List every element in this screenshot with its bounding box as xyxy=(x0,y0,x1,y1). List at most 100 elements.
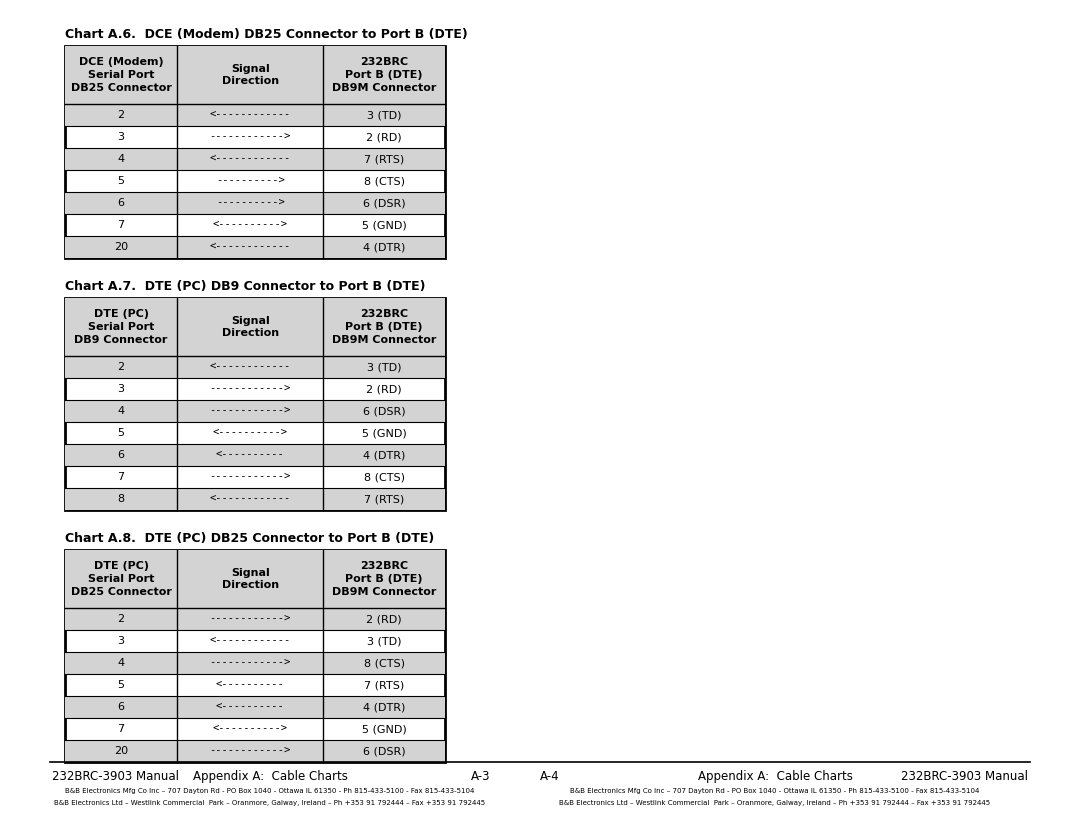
Text: 5 (GND): 5 (GND) xyxy=(362,220,406,230)
Text: 2 (RD): 2 (RD) xyxy=(366,132,402,142)
Bar xyxy=(65,696,445,718)
Text: <---------->: <----------> xyxy=(213,724,287,734)
Text: ---------->: ----------> xyxy=(216,198,285,208)
Text: Chart A.6.  DCE (Modem) DB25 Connector to Port B (DTE): Chart A.6. DCE (Modem) DB25 Connector to… xyxy=(65,28,468,41)
Text: 5: 5 xyxy=(118,428,124,438)
Text: DCE (Modem)
Serial Port
DB25 Connector: DCE (Modem) Serial Port DB25 Connector xyxy=(70,58,172,93)
Text: 7: 7 xyxy=(118,220,124,230)
Text: ------------>: ------------> xyxy=(210,658,291,668)
Text: 7: 7 xyxy=(118,472,124,482)
Text: 7: 7 xyxy=(118,724,124,734)
Text: <---------->: <----------> xyxy=(213,428,287,438)
Text: <---------->: <----------> xyxy=(213,220,287,230)
Bar xyxy=(65,550,445,762)
Text: A-4: A-4 xyxy=(540,770,559,783)
Text: 4: 4 xyxy=(118,406,124,416)
Text: <----------: <---------- xyxy=(216,702,285,712)
Text: 5: 5 xyxy=(118,680,124,690)
Text: 2 (RD): 2 (RD) xyxy=(366,614,402,624)
Text: 6: 6 xyxy=(118,702,124,712)
Text: Appendix A:  Cable Charts: Appendix A: Cable Charts xyxy=(192,770,348,783)
Text: <------------: <------------ xyxy=(210,242,291,252)
Text: 20: 20 xyxy=(114,746,129,756)
Text: 232BRC
Port B (DTE)
DB9M Connector: 232BRC Port B (DTE) DB9M Connector xyxy=(332,561,436,597)
Text: 8: 8 xyxy=(118,494,124,504)
Text: 6: 6 xyxy=(118,198,124,208)
Text: 4 (DTR): 4 (DTR) xyxy=(363,242,405,252)
Text: B&B Electronics Mfg Co Inc – 707 Dayton Rd - PO Box 1040 - Ottawa IL 61350 - Ph : B&B Electronics Mfg Co Inc – 707 Dayton … xyxy=(570,788,980,794)
Text: 232BRC-3903 Manual: 232BRC-3903 Manual xyxy=(52,770,179,783)
Text: 6 (DSR): 6 (DSR) xyxy=(363,198,405,208)
Text: 4 (DTR): 4 (DTR) xyxy=(363,450,405,460)
Bar xyxy=(65,488,445,510)
Text: 20: 20 xyxy=(114,242,129,252)
Text: Signal
Direction: Signal Direction xyxy=(221,63,279,87)
Text: 6 (DSR): 6 (DSR) xyxy=(363,406,405,416)
Text: 232BRC
Port B (DTE)
DB9M Connector: 232BRC Port B (DTE) DB9M Connector xyxy=(332,58,436,93)
Text: ------------>: ------------> xyxy=(210,472,291,482)
Text: <------------: <------------ xyxy=(210,362,291,372)
Bar xyxy=(65,740,445,762)
Text: 232BRC
Port B (DTE)
DB9M Connector: 232BRC Port B (DTE) DB9M Connector xyxy=(332,309,436,344)
Text: 2: 2 xyxy=(118,362,124,372)
Text: 8 (CTS): 8 (CTS) xyxy=(364,176,405,186)
Text: <----------: <---------- xyxy=(216,450,285,460)
Text: 4: 4 xyxy=(118,658,124,668)
Bar xyxy=(65,550,445,608)
Text: Appendix A:  Cable Charts: Appendix A: Cable Charts xyxy=(698,770,852,783)
Bar xyxy=(65,356,445,378)
Text: Chart A.7.  DTE (PC) DB9 Connector to Port B (DTE): Chart A.7. DTE (PC) DB9 Connector to Por… xyxy=(65,280,426,293)
Text: 7 (RTS): 7 (RTS) xyxy=(364,494,404,504)
Text: 7 (RTS): 7 (RTS) xyxy=(364,154,404,164)
Text: 3: 3 xyxy=(118,132,124,142)
Bar xyxy=(65,652,445,674)
Bar xyxy=(65,192,445,214)
Text: 5: 5 xyxy=(118,176,124,186)
Text: Chart A.8.  DTE (PC) DB25 Connector to Port B (DTE): Chart A.8. DTE (PC) DB25 Connector to Po… xyxy=(65,532,434,545)
Text: B&B Electronics Ltd – Westlink Commercial  Park – Oranmore, Galway, Ireland – Ph: B&B Electronics Ltd – Westlink Commercia… xyxy=(54,800,486,806)
Text: <------------: <------------ xyxy=(210,636,291,646)
Text: 2 (RD): 2 (RD) xyxy=(366,384,402,394)
Text: ------------>: ------------> xyxy=(210,132,291,142)
Text: 7 (RTS): 7 (RTS) xyxy=(364,680,404,690)
Text: 2: 2 xyxy=(118,110,124,120)
Bar xyxy=(65,400,445,422)
Text: 232BRC-3903 Manual: 232BRC-3903 Manual xyxy=(901,770,1028,783)
Text: 5 (GND): 5 (GND) xyxy=(362,428,406,438)
Bar xyxy=(65,236,445,258)
Text: Signal
Direction: Signal Direction xyxy=(221,568,279,590)
Text: Signal
Direction: Signal Direction xyxy=(221,315,279,339)
Text: 2: 2 xyxy=(118,614,124,624)
Text: 4: 4 xyxy=(118,154,124,164)
Text: 5 (GND): 5 (GND) xyxy=(362,724,406,734)
Text: <------------: <------------ xyxy=(210,110,291,120)
Text: 6: 6 xyxy=(118,450,124,460)
Bar xyxy=(65,298,445,510)
Text: ---------->: ----------> xyxy=(216,176,285,186)
Text: DTE (PC)
Serial Port
DB25 Connector: DTE (PC) Serial Port DB25 Connector xyxy=(70,561,172,597)
Text: ------------>: ------------> xyxy=(210,614,291,624)
Text: A-3: A-3 xyxy=(471,770,490,783)
Text: 3 (TD): 3 (TD) xyxy=(367,110,402,120)
Text: ------------>: ------------> xyxy=(210,384,291,394)
Text: DTE (PC)
Serial Port
DB9 Connector: DTE (PC) Serial Port DB9 Connector xyxy=(75,309,167,344)
Text: 6 (DSR): 6 (DSR) xyxy=(363,746,405,756)
Text: B&B Electronics Mfg Co Inc – 707 Dayton Rd - PO Box 1040 - Ottawa IL 61350 - Ph : B&B Electronics Mfg Co Inc – 707 Dayton … xyxy=(65,788,475,794)
Text: 3: 3 xyxy=(118,384,124,394)
Bar xyxy=(65,104,445,126)
Text: 4 (DTR): 4 (DTR) xyxy=(363,702,405,712)
Bar xyxy=(65,46,445,104)
Bar xyxy=(65,444,445,466)
Text: <------------: <------------ xyxy=(210,154,291,164)
Bar xyxy=(65,608,445,630)
Bar xyxy=(65,298,445,356)
Text: 8 (CTS): 8 (CTS) xyxy=(364,472,405,482)
Text: 3 (TD): 3 (TD) xyxy=(367,362,402,372)
Bar xyxy=(65,148,445,170)
Text: 3: 3 xyxy=(118,636,124,646)
Text: 8 (CTS): 8 (CTS) xyxy=(364,658,405,668)
Text: ------------>: ------------> xyxy=(210,406,291,416)
Text: <------------: <------------ xyxy=(210,494,291,504)
Text: 3 (TD): 3 (TD) xyxy=(367,636,402,646)
Text: ------------>: ------------> xyxy=(210,746,291,756)
